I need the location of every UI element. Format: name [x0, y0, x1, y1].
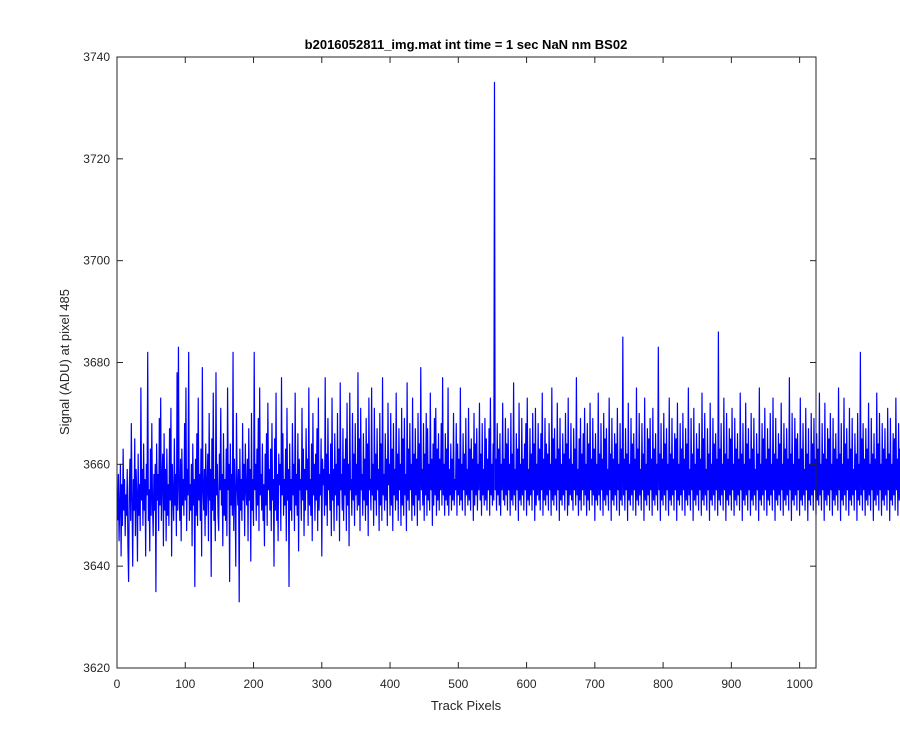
y-axis-ticks: 3620 3640 3660 3680 3700 3720 3740	[83, 50, 816, 675]
x-tick-label-7: 700	[585, 677, 605, 691]
series-layer	[117, 81, 900, 603]
x-axis-ticks: 0 100 200 300 400 500 600 700 800 900 1000	[114, 57, 813, 691]
x-tick-label-9: 900	[721, 677, 741, 691]
x-tick-label-6: 600	[517, 677, 537, 691]
x-tick-label-2: 200	[244, 677, 264, 691]
x-tick-label-1: 100	[175, 677, 195, 691]
y-tick-label-6: 3740	[83, 50, 110, 64]
y-tick-label-0: 3620	[83, 661, 110, 675]
x-tick-label-4: 400	[380, 677, 400, 691]
y-axis-label: Signal (ADU) at pixel 485	[57, 289, 72, 435]
x-tick-label-5: 500	[448, 677, 468, 691]
y-tick-label-5: 3720	[83, 152, 110, 166]
y-tick-label-1: 3640	[83, 559, 110, 573]
series-line-0	[117, 81, 900, 603]
y-tick-label-3: 3680	[83, 356, 110, 370]
x-tick-label-8: 800	[653, 677, 673, 691]
x-tick-label-3: 300	[312, 677, 332, 691]
x-axis-label: Track Pixels	[431, 698, 502, 713]
chart-title: b2016052811_img.mat int time = 1 sec NaN…	[305, 37, 628, 52]
plot-area	[117, 57, 816, 668]
x-tick-label-0: 0	[114, 677, 121, 691]
y-tick-label-4: 3700	[83, 254, 110, 268]
x-tick-label-10: 1000	[786, 677, 813, 691]
y-tick-label-2: 3660	[83, 457, 110, 471]
